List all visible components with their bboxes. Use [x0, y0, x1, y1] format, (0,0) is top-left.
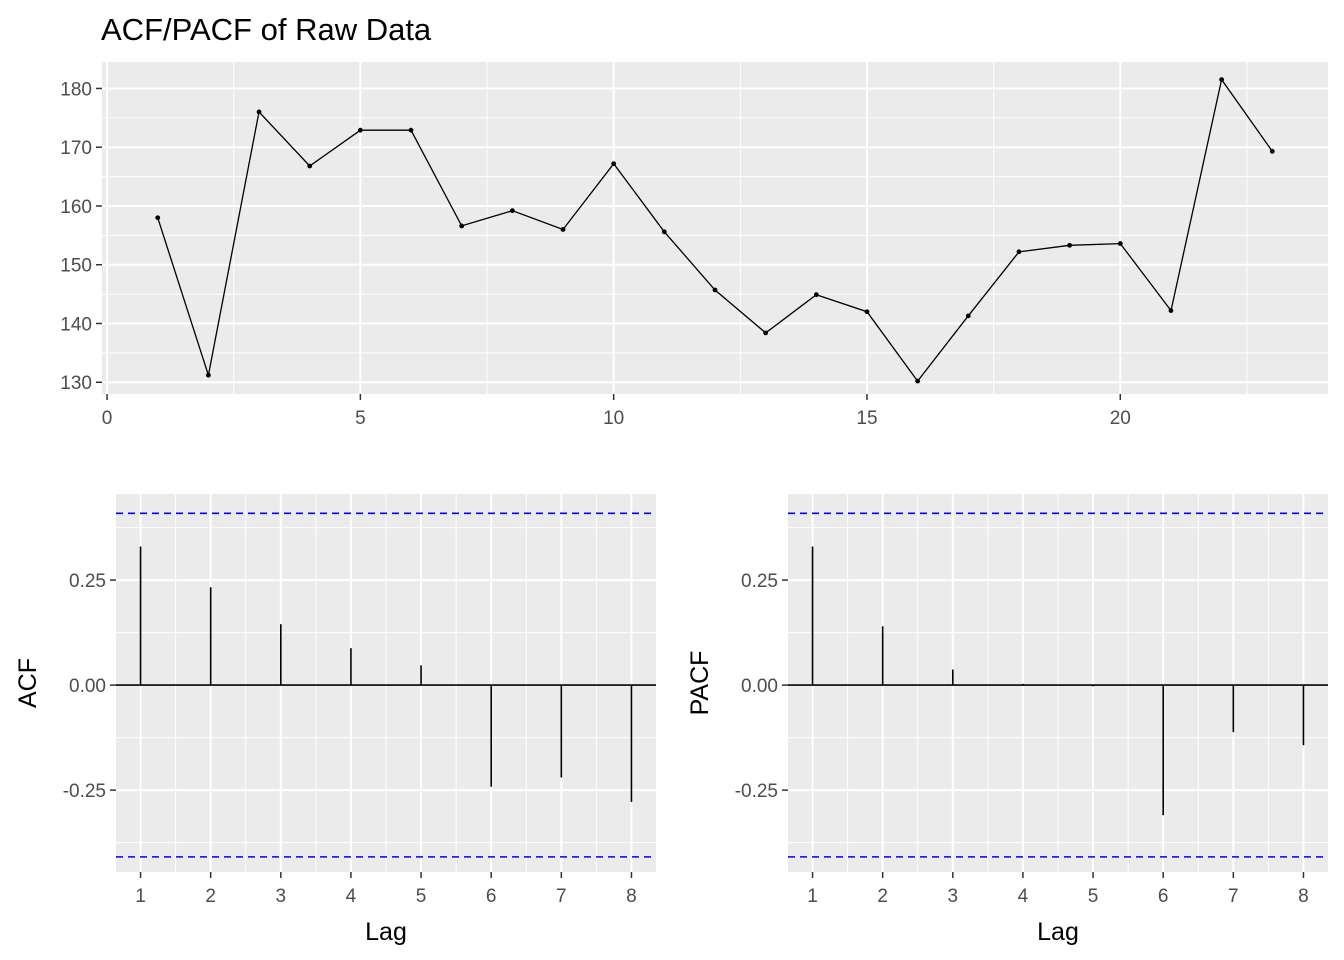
raw-data-point [813, 292, 819, 298]
acf-y-tick-label: 0.00 [69, 676, 106, 697]
raw-data-point [509, 208, 515, 214]
pacf-x-tick-label: 6 [1158, 886, 1169, 907]
raw-data-point [763, 330, 769, 336]
pacf-x-axis-title: Lag [1037, 918, 1079, 946]
raw-y-tick-label: 140 [60, 314, 92, 335]
raw-data-point [1117, 241, 1123, 246]
raw-data-point [712, 287, 718, 293]
pacf-y-tick-label: 0.00 [741, 676, 778, 697]
pacf-x-tick-label: 3 [948, 886, 959, 907]
acf-x-tick-label: 4 [346, 886, 357, 907]
raw-data-point [408, 127, 414, 133]
raw-y-tick-label: 160 [60, 197, 92, 218]
figure-title: ACF/PACF of Raw Data [101, 12, 432, 47]
acf-x-tick-label: 6 [486, 886, 497, 907]
raw-data-point [965, 313, 971, 319]
acf-y-tick-label: -0.25 [63, 781, 106, 802]
raw-x-tick-label: 5 [355, 408, 366, 429]
raw-data-point [560, 227, 566, 232]
acf-x-tick-label: 3 [276, 886, 287, 907]
raw-data-point [661, 229, 667, 235]
raw-series-panel: 0 5 10 15 20 130 140 150 160 170 180 [60, 62, 1328, 429]
pacf-y-axis-title: PACF [686, 651, 714, 716]
raw-data-point [1016, 249, 1022, 255]
raw-data-point [1269, 148, 1275, 154]
acf-x-tick-label: 5 [416, 886, 427, 907]
raw-data-point [307, 163, 313, 169]
raw-y-tick-label: 170 [60, 138, 92, 159]
raw-x-tick-label: 20 [1110, 408, 1131, 429]
raw-x-tick-label: 0 [102, 408, 113, 429]
raw-data-point [915, 378, 921, 384]
raw-x-tick-label: 10 [603, 408, 624, 429]
acf-x-axis-title: Lag [365, 918, 407, 946]
raw-data-point [1168, 308, 1174, 313]
raw-data-point [205, 372, 211, 378]
pacf-x-tick-label: 5 [1088, 886, 1099, 907]
raw-data-point [864, 309, 870, 315]
raw-data-point [1067, 242, 1073, 248]
raw-data-point [1219, 77, 1225, 83]
pacf-x-tick-label: 7 [1228, 886, 1239, 907]
acf-y-axis-title: ACF [14, 658, 42, 708]
acf-x-tick-label: 8 [626, 886, 637, 907]
pacf-y-tick-label: -0.25 [735, 781, 778, 802]
raw-data-point [357, 127, 363, 133]
raw-plot-background [102, 62, 1328, 394]
acf-panel: 1 2 3 4 5 6 7 8 -0.25 0.00 0.25 Lag ACF [14, 494, 656, 946]
raw-data-point [256, 109, 262, 115]
acf-x-tick-label: 7 [556, 886, 567, 907]
pacf-x-tick-label: 8 [1298, 886, 1309, 907]
pacf-x-tick-label: 2 [877, 886, 888, 907]
raw-data-point [459, 223, 465, 229]
pacf-x-tick-label: 1 [807, 886, 818, 907]
raw-x-tick-label: 15 [856, 408, 877, 429]
raw-y-tick-label: 150 [60, 256, 92, 277]
pacf-y-tick-label: 0.25 [741, 571, 778, 592]
pacf-panel: 1 2 3 4 5 6 7 8 -0.25 0.00 0.25 Lag PACF [686, 494, 1328, 946]
pacf-x-tick-label: 4 [1018, 886, 1029, 907]
acf-y-tick-label: 0.25 [69, 571, 106, 592]
acf-x-tick-label: 1 [135, 886, 146, 907]
raw-data-point [611, 161, 617, 167]
raw-y-tick-label: 180 [60, 79, 92, 100]
raw-data-point [155, 215, 161, 221]
raw-y-tick-label: 130 [60, 373, 92, 394]
acf-x-tick-label: 2 [205, 886, 216, 907]
